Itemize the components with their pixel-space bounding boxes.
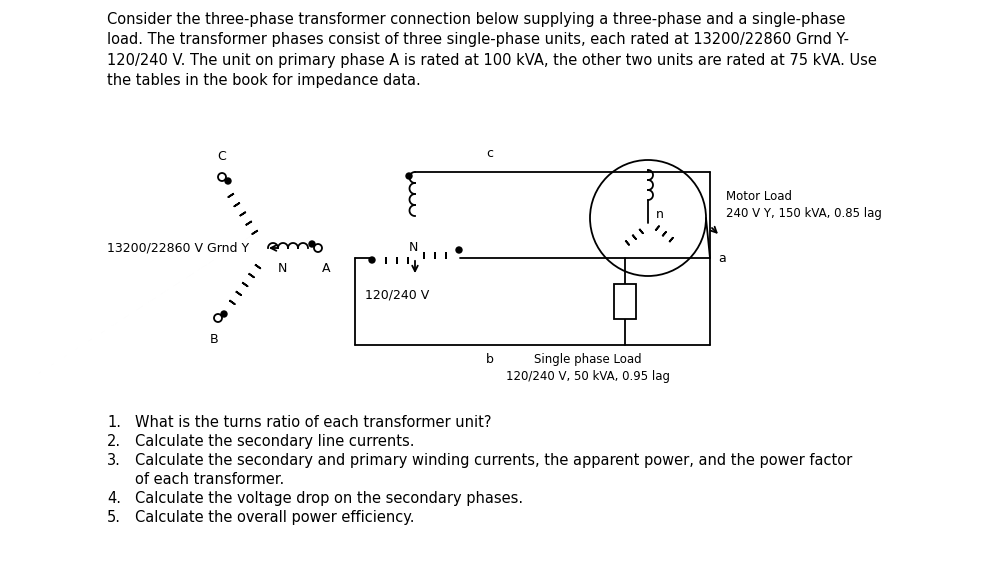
Text: b: b bbox=[486, 353, 494, 366]
Text: n: n bbox=[656, 209, 664, 222]
Text: B: B bbox=[209, 333, 218, 346]
Text: 3.: 3. bbox=[107, 453, 121, 468]
Circle shape bbox=[214, 314, 222, 322]
Text: Motor Load
240 V Y, 150 kVA, 0.85 lag: Motor Load 240 V Y, 150 kVA, 0.85 lag bbox=[726, 190, 882, 220]
Circle shape bbox=[456, 247, 462, 253]
Text: Calculate the secondary and primary winding currents, the apparent power, and th: Calculate the secondary and primary wind… bbox=[135, 453, 853, 468]
Text: 4.: 4. bbox=[107, 491, 121, 506]
Text: of each transformer.: of each transformer. bbox=[135, 472, 285, 487]
Text: a: a bbox=[718, 252, 725, 265]
Text: c: c bbox=[487, 147, 494, 160]
Text: What is the turns ratio of each transformer unit?: What is the turns ratio of each transfor… bbox=[135, 415, 492, 430]
Text: Calculate the voltage drop on the secondary phases.: Calculate the voltage drop on the second… bbox=[135, 491, 523, 506]
Text: 120/240 V: 120/240 V bbox=[365, 288, 429, 301]
Circle shape bbox=[225, 178, 231, 184]
Circle shape bbox=[309, 241, 315, 247]
Text: N: N bbox=[278, 262, 287, 275]
Text: 2.: 2. bbox=[107, 434, 121, 449]
Circle shape bbox=[369, 257, 375, 263]
Text: A: A bbox=[322, 262, 331, 275]
Text: 5.: 5. bbox=[107, 510, 121, 525]
Text: C: C bbox=[217, 150, 226, 163]
Text: Calculate the overall power efficiency.: Calculate the overall power efficiency. bbox=[135, 510, 415, 525]
Text: Single phase Load
120/240 V, 50 kVA, 0.95 lag: Single phase Load 120/240 V, 50 kVA, 0.9… bbox=[506, 353, 670, 383]
Circle shape bbox=[218, 173, 226, 181]
Text: 13200/22860 V Grnd Y: 13200/22860 V Grnd Y bbox=[107, 241, 249, 254]
Circle shape bbox=[314, 244, 322, 252]
Text: Calculate the secondary line currents.: Calculate the secondary line currents. bbox=[135, 434, 415, 449]
Circle shape bbox=[406, 173, 412, 179]
Text: 1.: 1. bbox=[107, 415, 121, 430]
Text: N: N bbox=[408, 241, 418, 254]
FancyBboxPatch shape bbox=[614, 284, 636, 319]
Circle shape bbox=[221, 311, 227, 317]
Text: Consider the three-phase transformer connection below supplying a three-phase an: Consider the three-phase transformer con… bbox=[107, 12, 877, 88]
